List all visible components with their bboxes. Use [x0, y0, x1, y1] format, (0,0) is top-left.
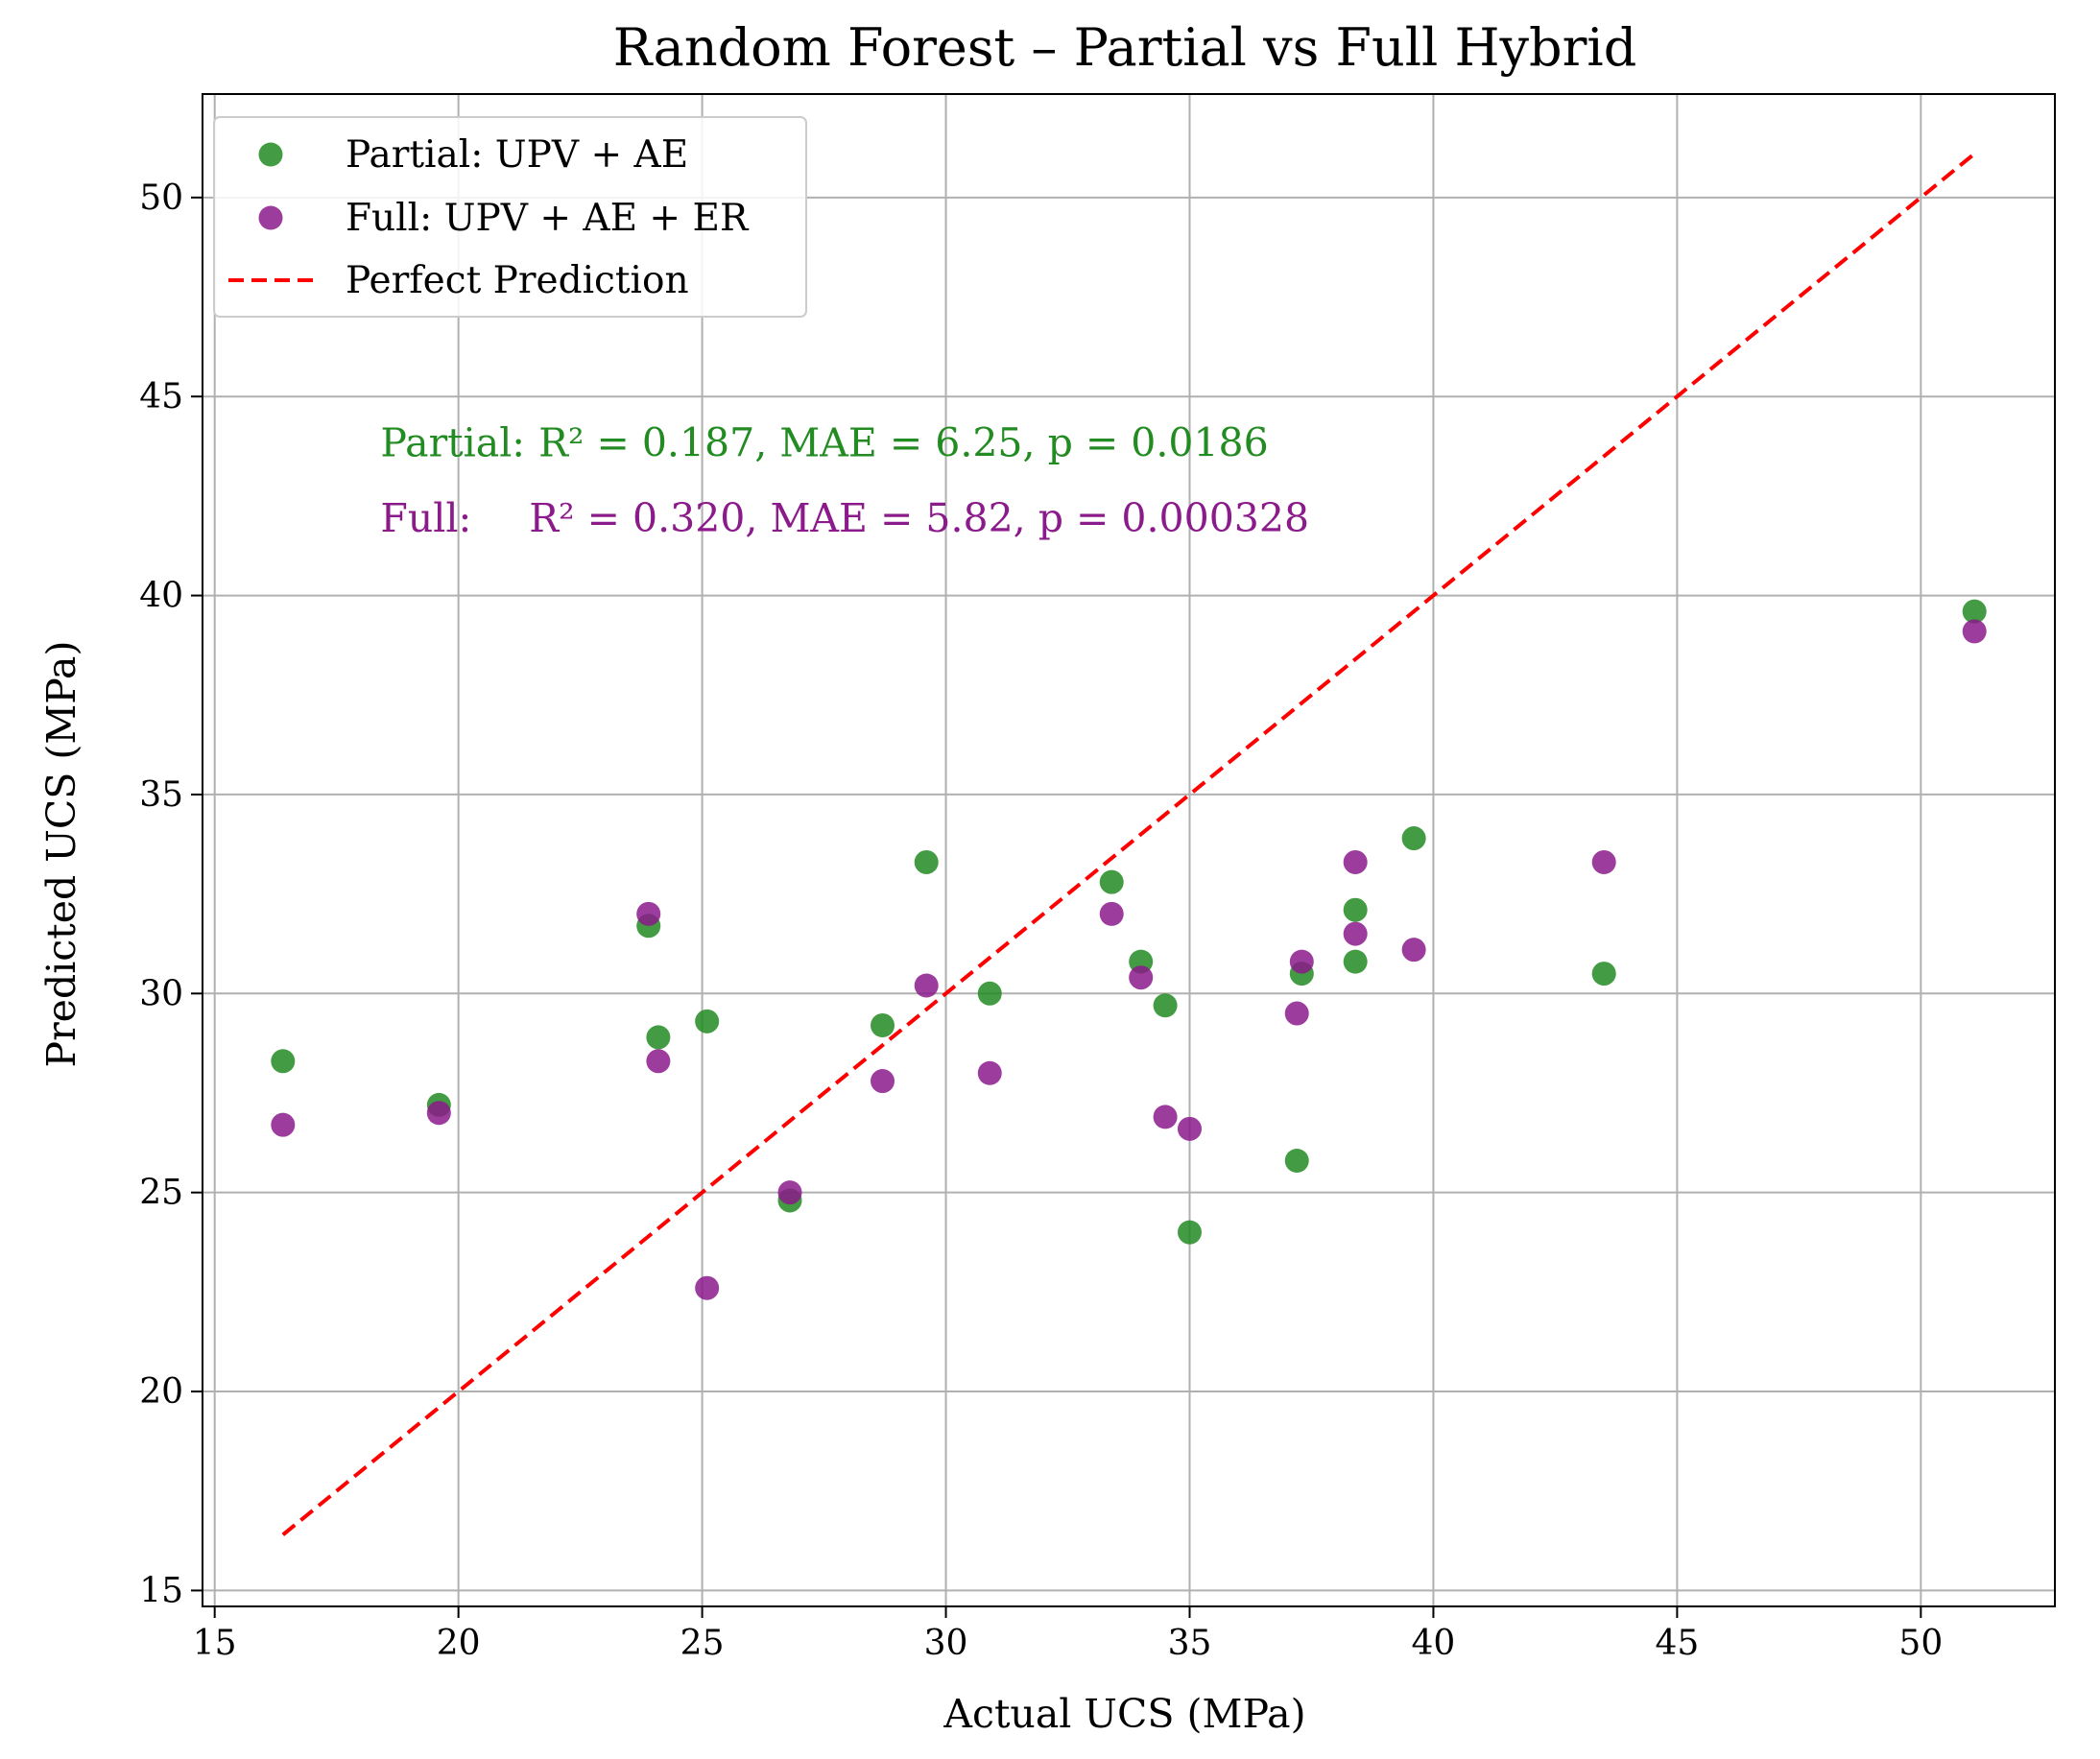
scatter-points [271, 599, 1987, 1300]
data-point [271, 1049, 296, 1074]
x-tick-label: 50 [1898, 1624, 1943, 1663]
chart-title: Random Forest – Partial vs Full Hybrid [613, 17, 1637, 78]
y-axis-label: Predicted UCS (MPa) [38, 641, 84, 1068]
data-point [695, 1275, 720, 1300]
data-point [1284, 1001, 1309, 1026]
x-tick-label: 40 [1412, 1624, 1456, 1663]
data-point [914, 973, 939, 998]
y-tick-label: 50 [139, 178, 183, 218]
series-full [271, 619, 1987, 1300]
annotation-label: Full: [380, 495, 471, 541]
annotation-label: Partial: [380, 419, 525, 465]
data-point [695, 1009, 720, 1034]
legend-marker-full [258, 205, 283, 230]
legend-label: Partial: UPV + AE [346, 133, 688, 177]
data-point [426, 1101, 451, 1126]
legend-marker-partial [258, 142, 283, 167]
partial-stats-annotation: Partial: R² = 0.187, MAE = 6.25, p = 0.01… [380, 419, 1268, 465]
full-stats-annotation: Full: R² = 0.320, MAE = 5.82, p = 0.00032… [380, 495, 1309, 541]
data-point [914, 849, 939, 874]
y-tick-label: 35 [139, 775, 183, 815]
data-point [1099, 901, 1124, 926]
x-tick-label: 25 [680, 1624, 725, 1663]
data-point [871, 1012, 895, 1037]
x-axis-ticks: 15 20 25 30 35 40 45 50 [193, 1606, 1943, 1663]
y-tick-label: 20 [139, 1372, 183, 1412]
data-point [636, 901, 661, 926]
y-tick-label: 40 [139, 577, 183, 616]
plot-area-frame [202, 93, 2056, 1607]
x-tick-label: 35 [1168, 1624, 1212, 1663]
annotation-text: R² = 0.187, MAE = 6.25, p = 0.0186 [538, 419, 1269, 465]
grid-lines [203, 94, 2055, 1606]
data-point [1962, 619, 1987, 644]
y-tick-label: 25 [139, 1174, 183, 1213]
data-point [646, 1025, 671, 1050]
data-point [1289, 949, 1314, 974]
perfect-prediction-line [281, 152, 1976, 1536]
data-point [1284, 1148, 1309, 1173]
legend-label: Perfect Prediction [346, 259, 689, 302]
x-tick-label: 20 [437, 1624, 481, 1663]
data-point [1343, 849, 1368, 874]
x-axis-label: Actual UCS (MPa) [943, 1691, 1305, 1737]
data-point [1401, 826, 1426, 851]
data-point [1591, 962, 1616, 986]
data-point [1153, 993, 1178, 1018]
data-point [1343, 921, 1368, 946]
data-point [1177, 1116, 1202, 1141]
data-point [1962, 599, 1987, 624]
data-point [977, 1060, 1002, 1085]
perfect-prediction-line-segment [281, 152, 1976, 1536]
data-point [1129, 965, 1154, 990]
data-point [646, 1049, 671, 1074]
data-point [1343, 949, 1368, 974]
y-tick-label: 15 [139, 1571, 183, 1610]
legend-box [213, 116, 807, 318]
legend: Partial: UPV + AE Full: UPV + AE + ER Perf… [213, 116, 807, 318]
annotation-text: R² = 0.320, MAE = 5.82, p = 0.000328 [529, 495, 1309, 541]
data-point [977, 981, 1002, 1006]
data-point [1177, 1220, 1202, 1245]
data-point [871, 1069, 895, 1094]
data-point [1153, 1105, 1178, 1129]
data-point [1343, 897, 1368, 922]
y-tick-label: 30 [139, 974, 183, 1013]
y-tick-label: 45 [139, 377, 183, 416]
x-tick-label: 15 [193, 1624, 237, 1663]
data-point [1591, 849, 1616, 874]
data-point [1401, 938, 1426, 963]
x-tick-label: 45 [1655, 1624, 1699, 1663]
data-point [1099, 869, 1124, 894]
data-point [777, 1180, 802, 1205]
stats-annotations: Partial: R² = 0.187, MAE = 6.25, p = 0.01… [380, 419, 1309, 541]
x-tick-label: 30 [924, 1624, 968, 1663]
legend-label: Full: UPV + AE + ER [346, 197, 750, 240]
data-point [271, 1112, 296, 1137]
y-axis-ticks: 15 20 25 30 35 40 45 50 [139, 178, 203, 1610]
